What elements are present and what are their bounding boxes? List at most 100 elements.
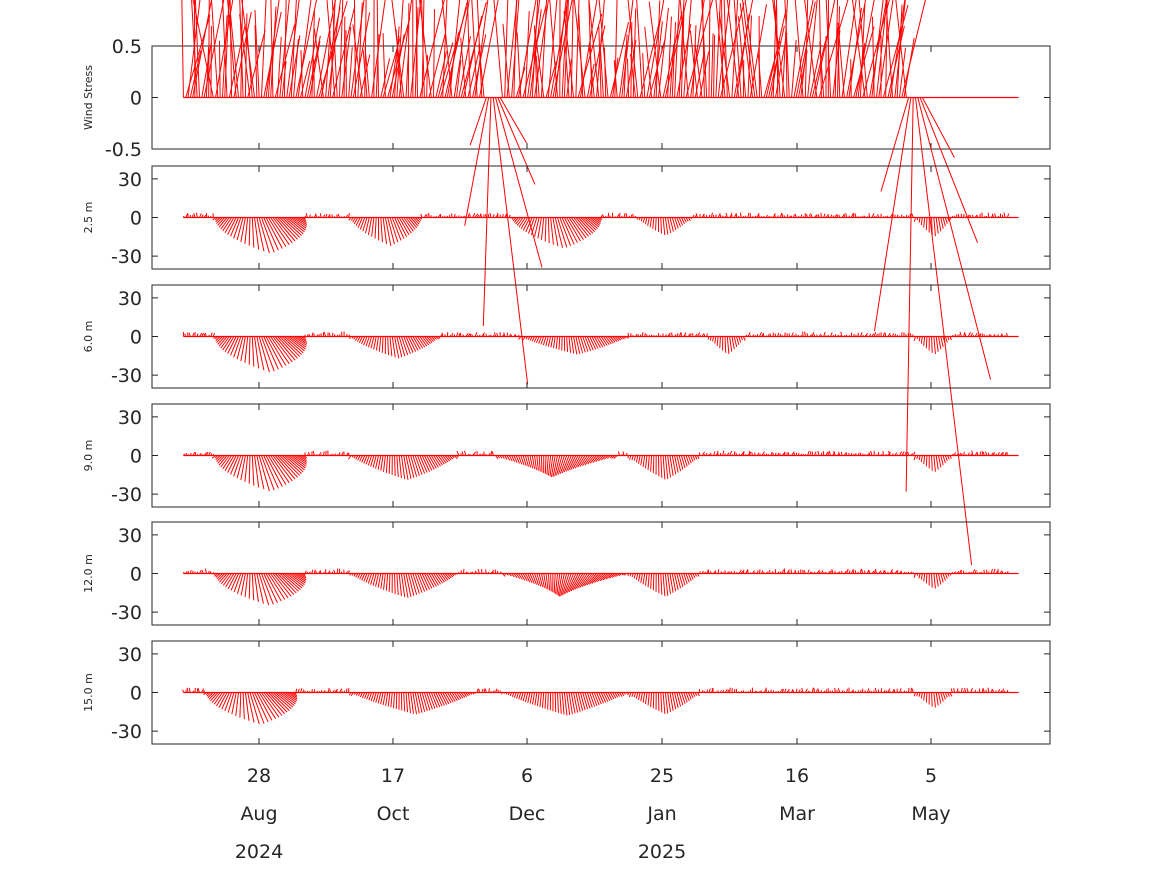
- stick: [758, 214, 760, 218]
- stick: [920, 217, 923, 226]
- stick: [244, 217, 249, 244]
- stick: [586, 336, 594, 351]
- stick: [272, 217, 293, 244]
- stick: [225, 573, 235, 588]
- stick: [254, 573, 259, 603]
- stick: [957, 213, 960, 218]
- stick: [367, 217, 373, 235]
- stick: [765, 214, 768, 218]
- stick: [729, 687, 731, 693]
- stick: [582, 692, 589, 710]
- stick: [513, 455, 518, 463]
- stick: [196, 333, 199, 337]
- stick: [701, 451, 706, 456]
- stick: [220, 573, 230, 585]
- stick: [522, 455, 527, 467]
- stick: [885, 0, 894, 98]
- x-tick-month-3: Jan: [646, 803, 676, 825]
- stick: [825, 689, 827, 693]
- stick: [444, 692, 452, 704]
- stick: [534, 573, 540, 586]
- stick: [1006, 213, 1010, 218]
- stick: [744, 0, 758, 98]
- stick: [331, 214, 334, 218]
- stick: [642, 53, 646, 98]
- stick: [726, 571, 729, 574]
- stick: [493, 332, 497, 337]
- y-tick-label: 30: [118, 407, 142, 429]
- stick: [365, 336, 370, 347]
- stick: [894, 570, 898, 574]
- stick: [258, 217, 270, 254]
- stick: [710, 688, 714, 693]
- stick: [683, 332, 687, 337]
- stick: [501, 455, 505, 459]
- stick: [607, 212, 610, 218]
- stick: [864, 332, 869, 337]
- stick: [967, 331, 971, 337]
- stick: [336, 689, 338, 693]
- stick: [662, 455, 666, 480]
- stick: [561, 692, 565, 715]
- stick: [916, 336, 919, 340]
- stick: [747, 212, 750, 218]
- stick: [270, 6, 277, 98]
- stick: [414, 336, 424, 349]
- stick: [395, 692, 398, 709]
- stick: [680, 12, 685, 98]
- stick: [933, 573, 936, 589]
- stick: [248, 455, 251, 484]
- stick: [589, 336, 597, 350]
- stick: [745, 569, 749, 574]
- stick: [573, 217, 589, 237]
- stick: [568, 336, 572, 353]
- y-axis-label: 2.5 m: [82, 202, 95, 234]
- stick: [415, 0, 419, 98]
- stick: [277, 573, 297, 594]
- stick: [829, 690, 832, 693]
- stick: [850, 59, 852, 98]
- stick: [215, 573, 221, 578]
- series-sticks: [182, 568, 1019, 606]
- stick: [217, 217, 226, 226]
- stick: [258, 336, 270, 373]
- stick: [240, 455, 246, 481]
- stick: [613, 455, 618, 459]
- stick: [203, 0, 225, 98]
- stick: [931, 573, 933, 588]
- stick: [814, 0, 836, 98]
- stick: [482, 333, 485, 337]
- stick: [834, 214, 838, 218]
- stick: [499, 571, 502, 574]
- stick: [469, 97, 487, 146]
- stick: [364, 692, 368, 699]
- stick: [374, 217, 377, 239]
- stick: [216, 573, 223, 580]
- stick: [577, 336, 584, 354]
- stick: [359, 455, 363, 462]
- stick: [544, 217, 547, 242]
- stick: [722, 690, 725, 693]
- stick: [396, 0, 404, 98]
- stick: [365, 455, 370, 465]
- stick: [859, 332, 863, 337]
- stick: [451, 455, 455, 459]
- stick: [284, 692, 298, 702]
- stick: [556, 692, 559, 713]
- stick: [227, 0, 237, 98]
- stick: [781, 688, 784, 693]
- stick: [816, 569, 821, 574]
- stick: [873, 332, 877, 337]
- stick: [239, 692, 242, 718]
- stick: [357, 455, 361, 461]
- stick: [905, 334, 907, 337]
- stick: [345, 452, 349, 456]
- stick: [898, 451, 903, 456]
- stick: [254, 455, 260, 488]
- stick: [579, 573, 591, 588]
- stick: [460, 216, 463, 218]
- stick: [270, 0, 274, 98]
- stick: [230, 336, 239, 356]
- stick: [763, 688, 767, 693]
- stick: [852, 569, 855, 574]
